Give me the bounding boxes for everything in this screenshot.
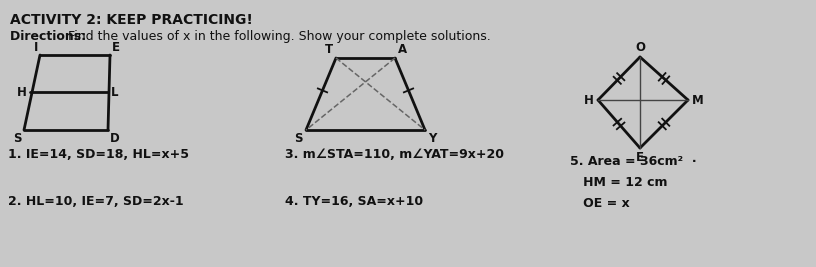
Text: 3. m∠STA=110, m∠YAT=9x+20: 3. m∠STA=110, m∠YAT=9x+20 <box>285 148 504 161</box>
Text: ACTIVITY 2: KEEP PRACTICING!: ACTIVITY 2: KEEP PRACTICING! <box>10 13 253 27</box>
Text: H: H <box>584 93 594 107</box>
Text: 1. IE=14, SD=18, HL=x+5: 1. IE=14, SD=18, HL=x+5 <box>8 148 189 161</box>
Text: H: H <box>17 85 27 99</box>
Text: 4. TY=16, SA=x+10: 4. TY=16, SA=x+10 <box>285 195 424 208</box>
Text: Y: Y <box>428 132 437 145</box>
Text: 5. Area = 36cm²  ·: 5. Area = 36cm² · <box>570 155 697 168</box>
Text: Find the values of x in the following. Show your complete solutions.: Find the values of x in the following. S… <box>68 30 490 43</box>
Text: OE = x: OE = x <box>570 197 630 210</box>
Text: O: O <box>635 41 645 54</box>
Text: I: I <box>33 41 38 54</box>
Text: S: S <box>14 132 22 145</box>
Text: 2. HL=10, IE=7, SD=2x-1: 2. HL=10, IE=7, SD=2x-1 <box>8 195 184 208</box>
Text: L: L <box>111 85 118 99</box>
Text: A: A <box>398 43 407 56</box>
Text: T: T <box>325 43 333 56</box>
Text: M: M <box>692 93 703 107</box>
Text: E: E <box>112 41 120 54</box>
Text: S: S <box>295 132 303 145</box>
Text: Directions:: Directions: <box>10 30 91 43</box>
Text: HM = 12 cm: HM = 12 cm <box>570 176 667 189</box>
Text: E: E <box>636 151 644 164</box>
Text: D: D <box>110 132 120 145</box>
